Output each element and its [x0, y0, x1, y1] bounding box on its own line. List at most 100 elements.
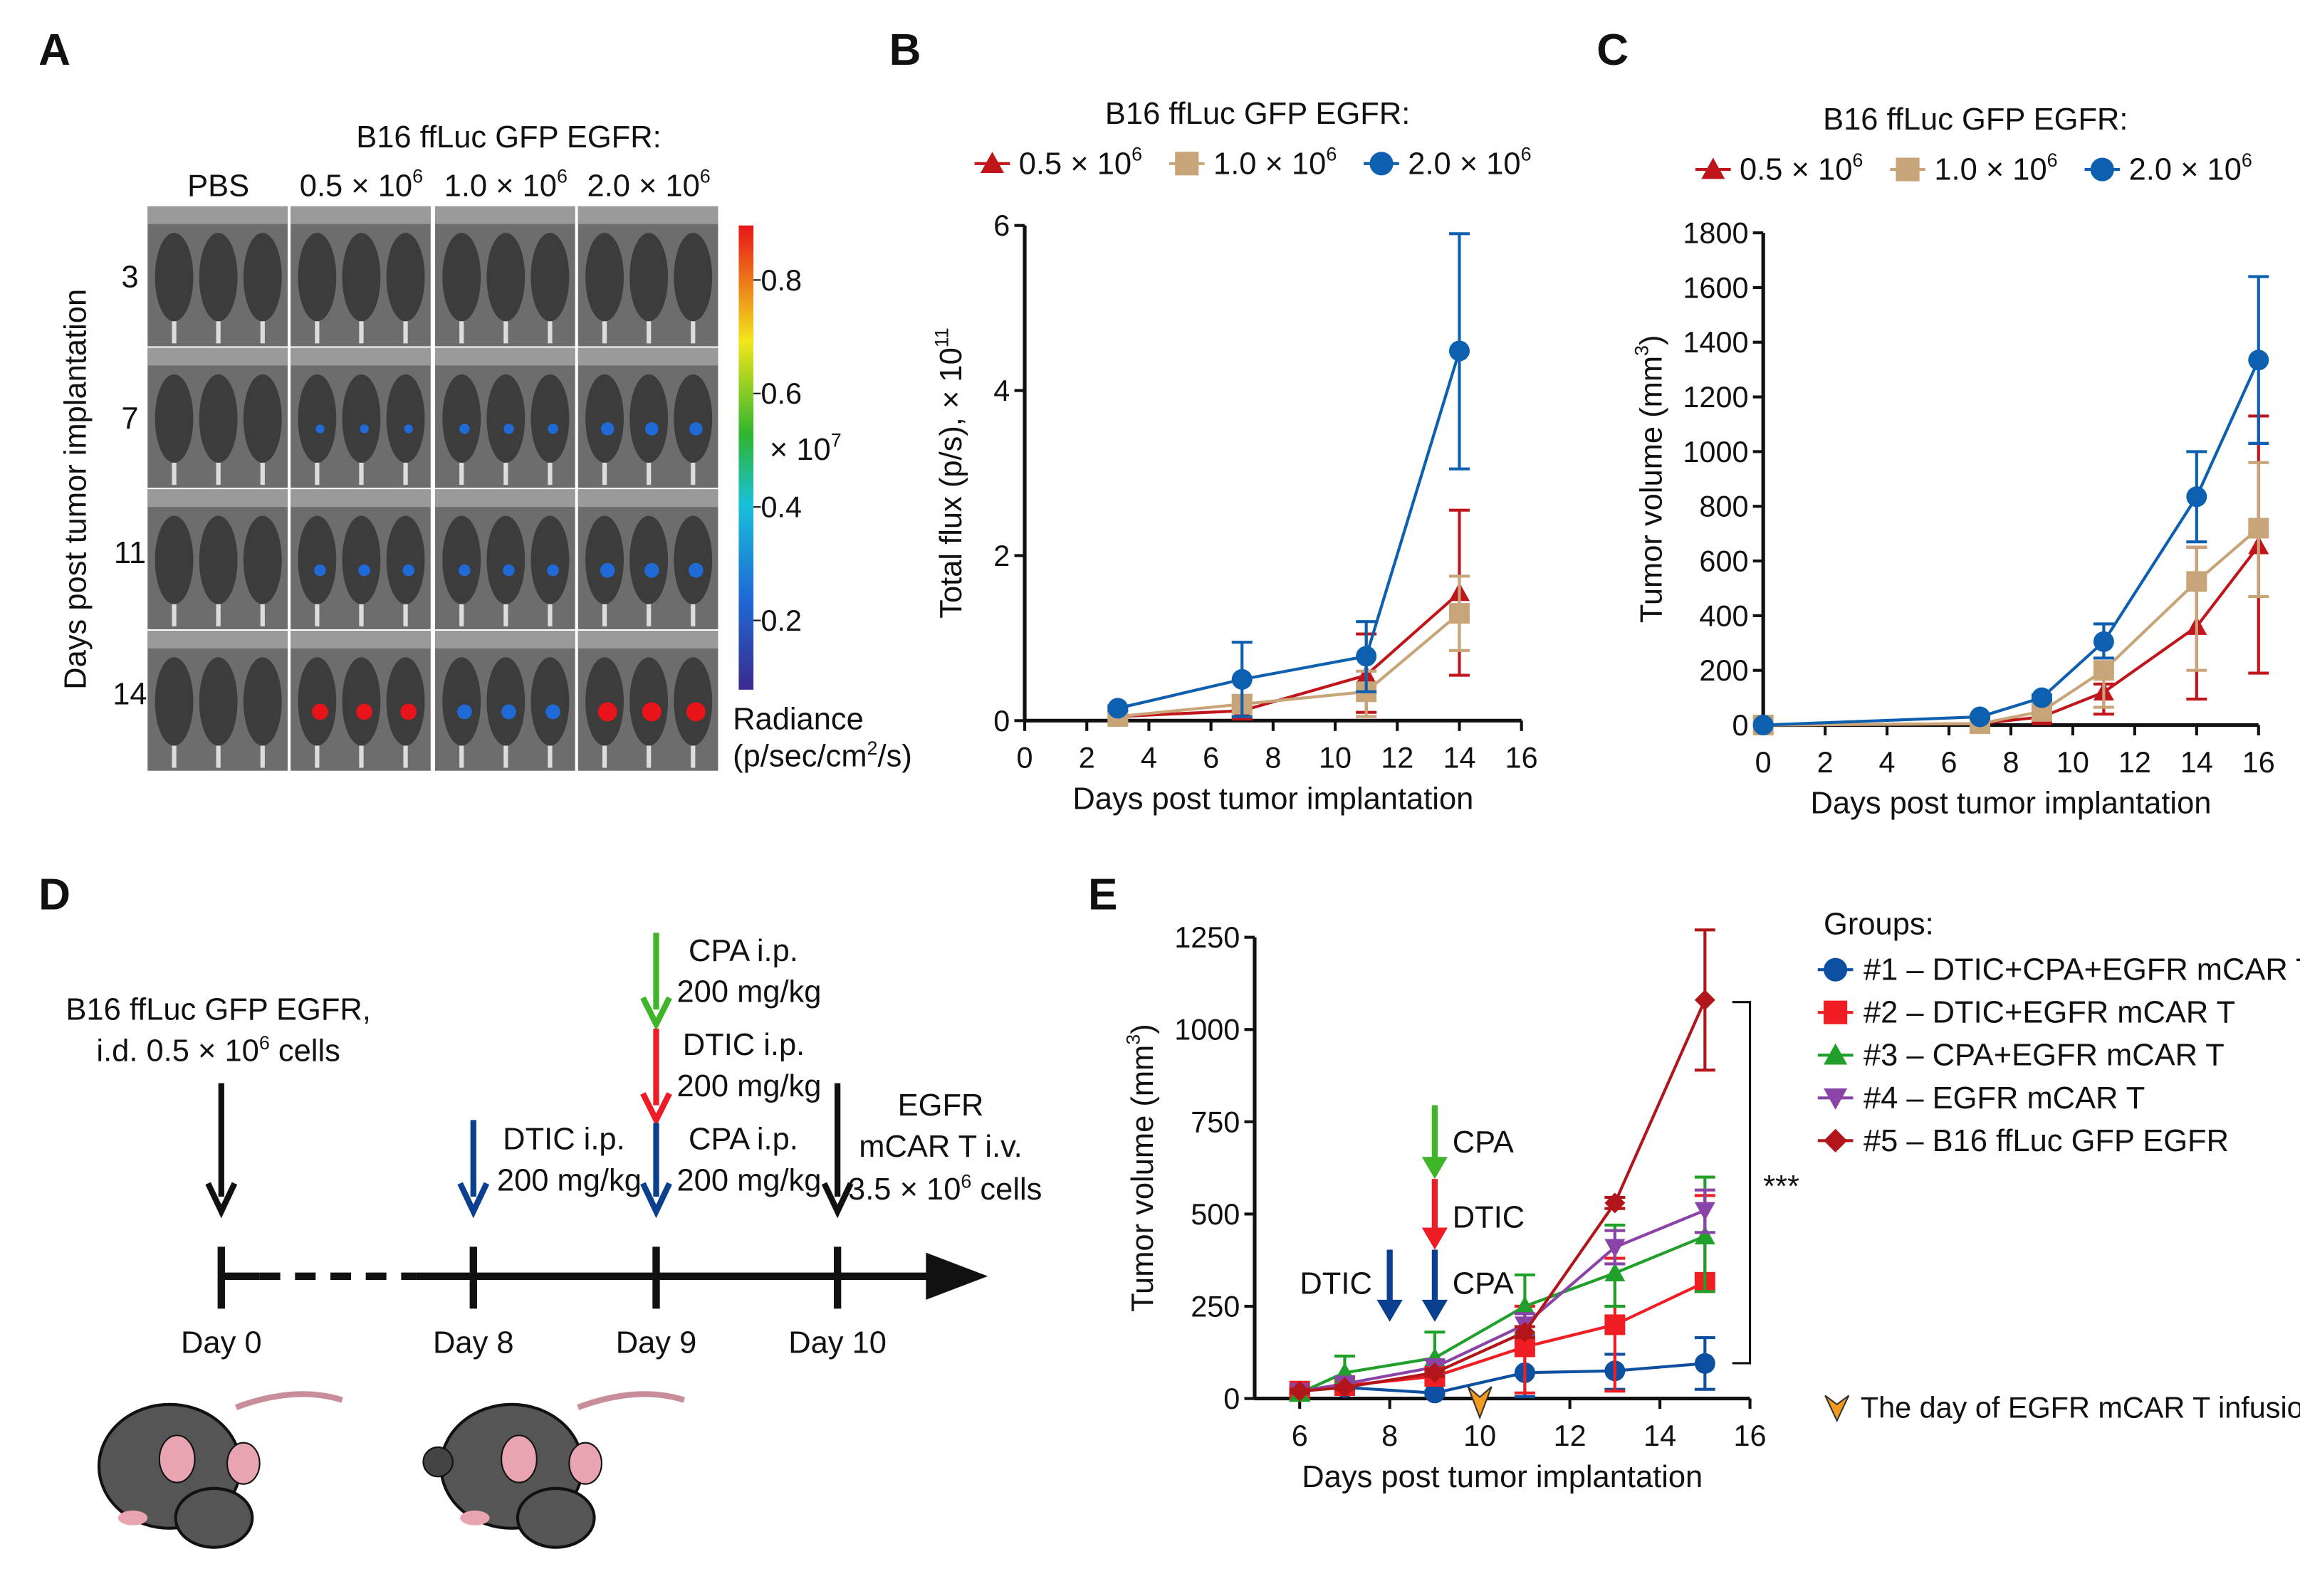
bli-signal — [360, 424, 369, 434]
panel-label-d: D — [38, 870, 70, 919]
x-tick-label: 14 — [2180, 746, 2213, 779]
dtic-day8-dose: 200 mg/kg — [497, 1164, 642, 1198]
data-point-square — [2248, 518, 2269, 539]
legend-entry: #2 – DTIC+EGFR mCAR T — [1863, 996, 2235, 1030]
mcar-t-label: mCAR T i.v. — [859, 1130, 1022, 1164]
y-axis-label: Tumor volume (mm3) — [1631, 335, 1669, 624]
legend-entry: 0.5 × 106 — [1740, 149, 1863, 187]
y-tick-label: 400 — [1699, 599, 1748, 632]
data-point-circle — [2093, 631, 2114, 652]
bli-signal — [686, 702, 706, 722]
bli-signal — [503, 424, 514, 434]
x-tick-label: 6 — [1941, 746, 1957, 779]
data-point-diamond — [1289, 1380, 1310, 1402]
bli-signal — [600, 422, 615, 436]
x-tick-label: 16 — [1734, 1419, 1767, 1452]
panel-b-chart: 0 2 4 6 8 10 12 14 16 0 2 4 6 Days post tumor implant… — [931, 97, 1537, 817]
mouse-with-tumor-illustration — [422, 1391, 686, 1549]
data-point-square — [1824, 1000, 1848, 1024]
infusion-legend-icon — [1824, 1395, 1850, 1423]
row-label-day: 3 — [121, 261, 138, 295]
data-point-triangle — [1701, 157, 1725, 179]
arrowhead-icon — [1376, 1299, 1403, 1322]
bli-image — [147, 206, 288, 347]
data-point-diamond — [1694, 989, 1715, 1011]
legend-entry: #3 – CPA+EGFR mCAR T — [1863, 1039, 2225, 1073]
panel-label-c: C — [1596, 26, 1629, 75]
bli-signal — [600, 562, 615, 578]
data-point-triangle — [1694, 1226, 1715, 1245]
data-point-diamond — [1604, 1192, 1626, 1214]
panel-a: B16 ffLuc GFP EGFR: PBS 0.5 × 106 1.0 × 10… — [58, 120, 911, 773]
x-tick-label: 0 — [1755, 746, 1772, 779]
bli-image — [577, 631, 718, 771]
series-4 — [1289, 928, 1715, 1402]
y-tick-label: 0 — [993, 705, 1010, 737]
arrowhead-icon — [1421, 1227, 1448, 1250]
x-tick-label: 8 — [1381, 1419, 1398, 1452]
x-tick-label: 4 — [1141, 742, 1157, 775]
bli-image — [291, 631, 431, 771]
column-header: 1.0 × 106 — [444, 166, 568, 204]
error-bar — [2186, 545, 2207, 672]
colorbar-label: Radiance — [733, 703, 864, 737]
row-label-day: 7 — [121, 401, 138, 436]
x-tick-label: 2 — [1079, 742, 1095, 775]
data-point-circle — [1694, 1353, 1715, 1374]
legend-entry: 2.0 × 106 — [2129, 149, 2252, 187]
cpa-day9-bottom-label: CPA i.p. — [689, 1123, 798, 1157]
data-point-square — [1448, 603, 1470, 624]
panel-a-header: B16 ffLuc GFP EGFR: — [356, 120, 661, 154]
series-1 — [1107, 574, 1470, 728]
colorbar-tick: 0.8 — [760, 264, 802, 297]
panel-e-chart: 6 8 10 12 14 16 0 250 500 750 1000 1250 Days post tu… — [1123, 907, 2300, 1493]
y-tick-label: 4 — [993, 374, 1010, 407]
data-point-circle — [1970, 706, 1990, 728]
data-point-circle — [1231, 668, 1253, 690]
y-tick-label: 200 — [1699, 654, 1748, 687]
data-point-diamond — [1334, 1377, 1355, 1398]
bli-image — [577, 206, 718, 347]
data-point-circle — [1448, 340, 1470, 362]
bli-image — [434, 631, 575, 771]
x-tick-label: 14 — [1443, 742, 1475, 775]
x-axis-label: Days post tumor implantation — [1072, 782, 1473, 817]
annotation-dtic: DTIC — [1300, 1267, 1371, 1301]
arrowhead-icon — [1421, 1299, 1448, 1322]
annotation-dtic: DTIC — [1453, 1200, 1525, 1234]
series-line — [1763, 527, 2260, 727]
day-0-label: Day 0 — [181, 1325, 262, 1360]
data-point-square — [1604, 1314, 1626, 1335]
y-tick-label: 0 — [1732, 709, 1748, 742]
bli-signal — [547, 564, 559, 577]
bli-signal — [459, 564, 471, 577]
legend-title: Groups: — [1824, 907, 1934, 941]
significance-stars: *** — [1763, 1170, 1799, 1204]
bli-signal — [404, 424, 413, 434]
y-tick-label: 800 — [1699, 490, 1748, 523]
y-axis-label: Total flux (p/s), × 1011 — [931, 327, 968, 618]
x-tick-label: 12 — [1554, 1419, 1587, 1452]
bli-signal — [545, 704, 560, 720]
bli-signal — [314, 564, 326, 577]
data-point-circle — [2186, 486, 2207, 508]
panel-label-b: B — [889, 26, 921, 75]
bli-signal — [501, 704, 516, 720]
series-line — [1117, 592, 1460, 718]
x-tick-label: 4 — [1879, 746, 1896, 779]
row-label-day: 14 — [113, 678, 147, 712]
data-point-triangle-down — [1824, 1088, 1848, 1110]
timeline-arrowhead — [926, 1252, 988, 1300]
cpa-day9-top-dose: 200 mg/kg — [676, 975, 821, 1009]
panel-c-chart: 0 2 4 6 8 10 12 14 16 0 200 400 600 800 1000 1200 1400 16… — [1631, 103, 2275, 821]
series-line — [1300, 1362, 1705, 1395]
data-point-triangle — [1824, 1043, 1848, 1065]
legend-entry: #4 – EGFR mCAR T — [1863, 1081, 2145, 1115]
bli-signal — [642, 702, 662, 722]
legend-title: B16 ffLuc GFP EGFR: — [1105, 97, 1410, 131]
infusion-note: The day of EGFR mCAR T infusion — [1861, 1392, 2300, 1424]
bli-signal — [400, 703, 417, 720]
dtic-day8-label: DTIC i.p. — [503, 1123, 624, 1157]
data-point-circle — [2090, 157, 2114, 182]
data-point-square — [2186, 571, 2207, 592]
